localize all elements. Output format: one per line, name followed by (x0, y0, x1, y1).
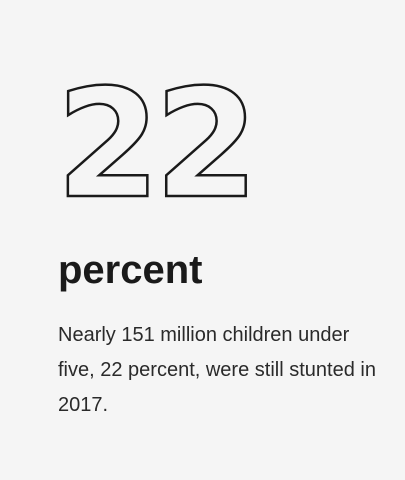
stat-unit: percent (58, 248, 203, 292)
stat-description: Nearly 151 million children under five, … (58, 324, 376, 416)
stat-number: 22 (55, 58, 260, 232)
